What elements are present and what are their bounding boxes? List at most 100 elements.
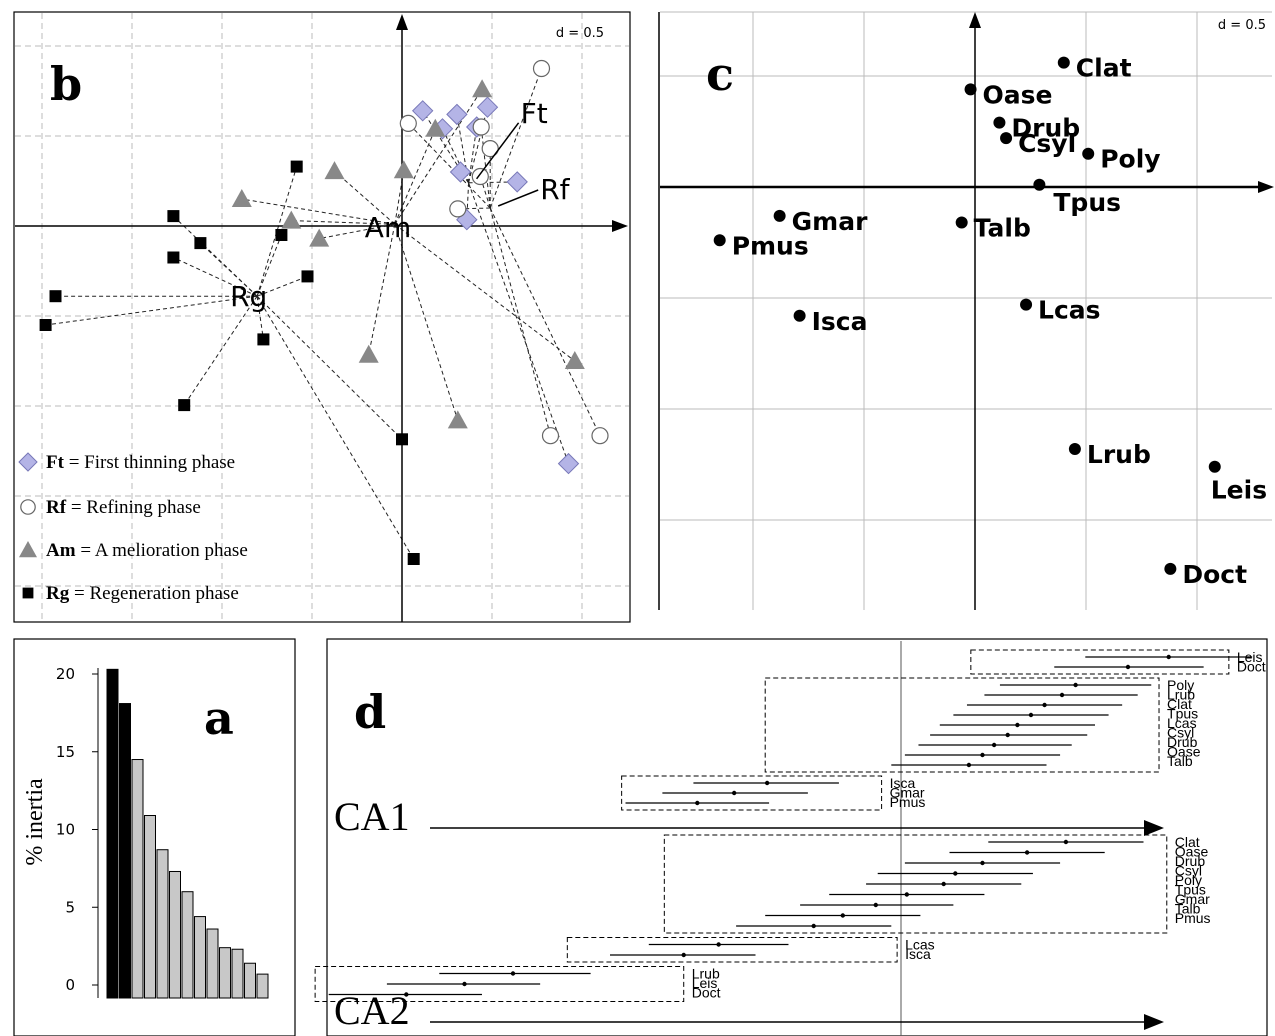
group-box <box>566 937 898 963</box>
group-label-doct: Doct <box>692 985 721 1001</box>
interval-mean-lcas <box>716 942 721 947</box>
panel-b-frame <box>13 11 631 623</box>
group-label-pmus: Pmus <box>890 794 926 810</box>
group-label-poly: Poly <box>1175 872 1202 888</box>
panel-b-grid <box>15 13 629 621</box>
group-label-tpus: Tpus <box>1167 706 1198 722</box>
spider-line <box>291 220 395 225</box>
legend-desc: = A melioration phase <box>76 540 248 561</box>
inertia-bar <box>131 759 144 999</box>
y-tick-label: 0 <box>65 976 75 994</box>
interval-mean-isca <box>681 952 686 958</box>
axis-arrow-ca2 <box>1144 1014 1164 1030</box>
rg-point <box>407 553 420 565</box>
interval-mean-poly <box>1073 682 1078 688</box>
panel-c-grid <box>660 11 1272 610</box>
centroid-label-rg: Rg <box>230 280 267 313</box>
rg-point <box>49 290 62 303</box>
group-label-pmus: Pmus <box>1175 910 1211 926</box>
interval-mean-tpus <box>1028 712 1034 718</box>
rg-point <box>178 399 191 412</box>
centroid-pointer <box>497 189 539 207</box>
panel-d-frame <box>326 638 1268 1036</box>
interval-mean-leis <box>462 981 467 987</box>
inertia-bar <box>156 849 169 999</box>
species-label-oase: Oase <box>983 80 1053 109</box>
am-point <box>231 189 252 207</box>
spider-line <box>489 68 542 209</box>
interval-mean-pmus <box>695 800 700 806</box>
am-point <box>309 228 330 247</box>
interval-mean-lcas <box>1015 722 1020 728</box>
legend-desc: = Regeneration phase <box>69 583 239 604</box>
spider-line <box>479 176 491 209</box>
am-point <box>324 161 345 180</box>
group-label-talb: Talb <box>1167 753 1193 769</box>
legend-marker-rg <box>22 587 34 599</box>
species-point-lrub <box>1068 442 1081 455</box>
am-point <box>472 79 493 98</box>
species-label-clat: Clat <box>1076 54 1132 83</box>
group-label-isca: Isca <box>905 946 931 962</box>
spider-line <box>334 170 396 225</box>
spider-line <box>256 166 298 297</box>
rg-point <box>396 433 408 446</box>
rf-point <box>472 118 490 136</box>
legend-entry-rf: Rf = Refining phase <box>46 497 201 518</box>
axis-name-ca2: CA2 <box>334 988 410 1033</box>
interval-mean-isca <box>764 780 770 786</box>
inertia-bar <box>106 668 119 999</box>
inertia-bar <box>244 962 256 999</box>
rg-point <box>257 333 270 346</box>
spider-line <box>394 88 483 225</box>
interval-mean-lrub <box>510 971 516 976</box>
rf-point <box>541 427 560 445</box>
x-axis-arrow <box>1258 181 1274 193</box>
interval-mean-doct <box>404 992 409 997</box>
spider-line <box>489 207 601 436</box>
rg-point <box>194 237 207 250</box>
group-label-lcas: Lcas <box>1167 715 1197 731</box>
panel-d-content: LeisDoctPolyLrubClatTpusLcasCsylDrubOase… <box>314 649 1266 1033</box>
inertia-bar <box>206 928 219 999</box>
spider-line <box>394 224 459 421</box>
species-label-talb: Talb <box>974 214 1031 243</box>
legend-code: Rg <box>46 583 70 604</box>
group-label-doct: Doct <box>1237 659 1266 675</box>
legend-desc: = Refining phase <box>66 497 201 518</box>
am-point <box>447 410 468 429</box>
spider-line <box>200 242 258 297</box>
am-point <box>425 118 446 137</box>
panel-a: 0 5 10 15 20 a % inertia <box>13 638 296 1036</box>
x-axis-arrow <box>612 220 628 232</box>
group-label-lrub: Lrub <box>692 966 720 982</box>
panel-d-letter: d <box>354 685 386 739</box>
rf-point <box>481 140 499 158</box>
rf-point <box>591 427 609 445</box>
panel-c-scale-label: d = 0.5 <box>1218 18 1266 33</box>
interval-mean-drub <box>991 742 997 748</box>
interval-mean-gmar <box>731 790 737 796</box>
spider-line <box>45 295 258 326</box>
interval-mean-leis <box>1166 654 1171 660</box>
group-label-clat: Clat <box>1167 696 1192 712</box>
group-label-tpus: Tpus <box>1175 882 1206 898</box>
group-label-poly: Poly <box>1167 677 1194 693</box>
species-point-drub <box>993 116 1006 129</box>
legend-entry-ft: Ft = First thinning phase <box>46 452 235 473</box>
spider-line <box>460 171 470 184</box>
spider-line <box>241 198 395 225</box>
inertia-bar <box>144 815 156 999</box>
y-axis-arrow <box>396 14 408 30</box>
spider-line <box>183 295 258 406</box>
inertia-bar <box>231 948 244 999</box>
y-tick-label: 10 <box>56 821 75 839</box>
group-box <box>764 677 1160 773</box>
legend-marker-ft <box>18 452 38 472</box>
group-label-lcas: Lcas <box>905 937 935 953</box>
inertia-bar <box>169 870 181 999</box>
panel-b-legend: Ft = First thinning phase Rf = Refining p… <box>18 452 248 604</box>
species-point-isca <box>793 309 806 322</box>
